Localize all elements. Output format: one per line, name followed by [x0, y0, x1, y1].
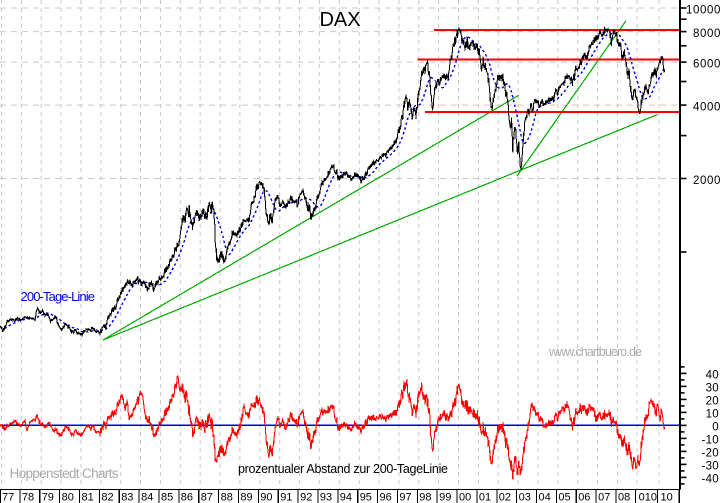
svg-text:-20: -20 [701, 448, 719, 460]
svg-text:4000: 4000 [693, 101, 721, 113]
svg-text:82: 82 [101, 492, 113, 503]
svg-text:83: 83 [121, 492, 133, 503]
svg-text:10: 10 [706, 409, 719, 421]
svg-text:77: 77 [2, 492, 14, 503]
svg-text:88: 88 [221, 492, 233, 503]
svg-text:-40: -40 [701, 474, 719, 486]
svg-text:04: 04 [539, 492, 551, 503]
svg-text:07: 07 [598, 492, 610, 503]
svg-text:93: 93 [320, 492, 332, 503]
svg-text:81: 81 [82, 492, 94, 503]
svg-text:95: 95 [360, 492, 372, 503]
svg-text:01: 01 [479, 492, 491, 503]
svg-text:94: 94 [340, 492, 352, 503]
svg-text:30: 30 [706, 383, 719, 395]
svg-text:99: 99 [439, 492, 451, 503]
svg-text:90: 90 [260, 492, 272, 503]
svg-text:85: 85 [161, 492, 173, 503]
svg-text:06: 06 [578, 492, 590, 503]
svg-text:91: 91 [280, 492, 292, 503]
svg-text:DAX: DAX [319, 9, 360, 31]
svg-text:03: 03 [519, 492, 531, 503]
svg-text:98: 98 [419, 492, 431, 503]
svg-text:80: 80 [62, 492, 74, 503]
svg-text:-10: -10 [701, 435, 719, 447]
svg-text:89: 89 [240, 492, 252, 503]
svg-text:010: 010 [639, 492, 657, 503]
svg-text:0: 0 [712, 422, 719, 434]
svg-text:10: 10 [661, 492, 673, 503]
svg-text:86: 86 [181, 492, 193, 503]
svg-text:20: 20 [706, 396, 719, 408]
svg-text:6000: 6000 [693, 58, 721, 70]
svg-text:08: 08 [618, 492, 630, 503]
svg-text:05: 05 [558, 492, 570, 503]
svg-text:www.chartbuero.de: www.chartbuero.de [548, 345, 642, 359]
svg-text:10000: 10000 [686, 4, 721, 16]
svg-text:79: 79 [42, 492, 54, 503]
svg-text:200-Tage-Linie: 200-Tage-Linie [21, 289, 96, 304]
svg-text:96: 96 [380, 492, 392, 503]
svg-text:84: 84 [141, 492, 153, 503]
svg-text:00: 00 [459, 492, 471, 503]
svg-text:02: 02 [499, 492, 511, 503]
svg-text:8000: 8000 [693, 28, 721, 40]
svg-text:-30: -30 [701, 461, 719, 473]
svg-text:78: 78 [22, 492, 34, 503]
svg-text:2000: 2000 [693, 175, 721, 187]
svg-text:Hoppenstedt Charts: Hoppenstedt Charts [10, 466, 119, 481]
svg-text:40: 40 [706, 370, 719, 382]
svg-text:92: 92 [300, 492, 312, 503]
svg-text:prozentualer Abstand zur 200-T: prozentualer Abstand zur 200-TageLinie [238, 462, 448, 476]
svg-text:87: 87 [201, 492, 213, 503]
svg-text:97: 97 [399, 492, 411, 503]
